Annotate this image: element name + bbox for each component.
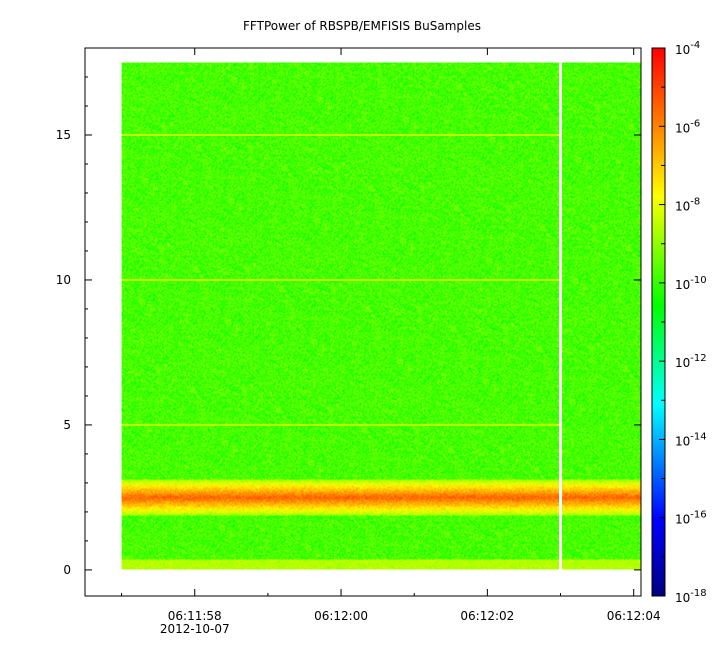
plot-frame: [84, 47, 642, 597]
y-tick-label: 0: [63, 563, 71, 577]
x-tick-label: 06:12:00: [314, 609, 368, 623]
colorbar-axis: 10-4 10-6 10-8 10-10 10-12 10-14 10-16 10-18: [659, 40, 707, 605]
colorbar-tick-label: 10-4: [675, 40, 700, 57]
data-gap-line: [559, 62, 563, 570]
x-tick-label: 06:12:04: [607, 609, 661, 623]
x-tick-label: 06:12:02: [460, 609, 514, 623]
y-tick-label: 5: [63, 418, 71, 432]
chart-title: FFTPower of RBSPB/EMFISIS BuSamples: [243, 19, 481, 33]
colorbar-tick-label: 10-6: [675, 118, 700, 135]
colorbar-tick-label: 10-18: [675, 588, 707, 605]
x-tick-label: 06:11:58: [168, 609, 222, 623]
y-axis: 0 5 10 15: [56, 47, 641, 577]
heatmap-image: [121, 62, 641, 570]
x-tick-date: 2012-10-07: [160, 622, 230, 636]
plot-area: [121, 62, 641, 570]
colorbar-tick-label: 10-14: [675, 431, 707, 448]
colorbar-tick-label: 10-12: [675, 353, 707, 370]
feature-lines: [121, 133, 561, 426]
colorbar-tick-label: 10-10: [675, 275, 707, 292]
y-tick-label: 15: [56, 128, 71, 142]
colorbar-tick-label: 10-8: [675, 197, 700, 214]
y-tick-label: 10: [56, 273, 71, 287]
colorbar-tick-label: 10-16: [675, 510, 707, 527]
